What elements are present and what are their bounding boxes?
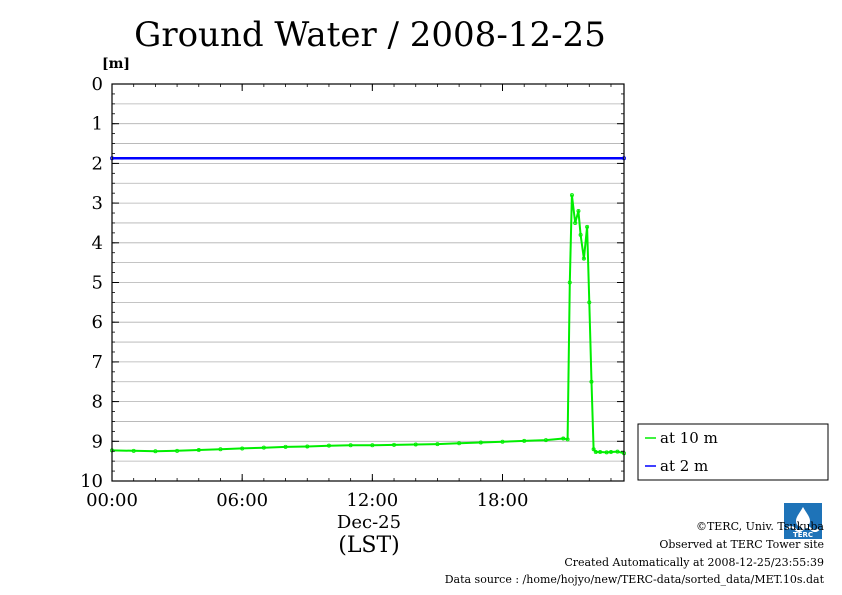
- series-point-10m: [305, 444, 310, 449]
- grid: [112, 103, 624, 462]
- svg-text:TERC: TERC: [793, 531, 813, 539]
- y-tick-label: 3: [92, 193, 103, 214]
- series-point-10m: [565, 437, 570, 442]
- y-tick-label: 4: [92, 233, 103, 254]
- footer-source: Data source : /home/hojyo/new/TERC-data/…: [444, 573, 824, 586]
- series-point-10m: [261, 445, 266, 450]
- series-point-10m: [131, 448, 136, 453]
- y-tick-label: 5: [92, 273, 103, 294]
- x-tick-label: 06:00: [216, 490, 268, 511]
- legend: at 10 m at 2 m: [637, 423, 829, 481]
- series-point-10m: [578, 232, 583, 237]
- y-tick-label: 10: [80, 471, 103, 492]
- x-unit-label: (LST): [338, 533, 400, 558]
- footer-copyright: ©TERC, Univ. Tsukuba: [695, 520, 824, 533]
- series-point-10m: [500, 439, 505, 444]
- series-point-10m: [585, 224, 590, 229]
- series-point-10m: [608, 450, 613, 455]
- series-point-10m: [370, 443, 375, 448]
- series-point-10m: [587, 300, 592, 305]
- series-point-10m: [589, 379, 594, 384]
- series-point-10m: [591, 447, 596, 452]
- y-tick-label: 6: [92, 312, 103, 333]
- y-tick-label: 7: [92, 352, 103, 373]
- x-tick-label: 18:00: [477, 490, 529, 511]
- series-point-10m: [598, 450, 603, 455]
- series-point-10m: [522, 438, 527, 443]
- series-lines: [110, 156, 627, 456]
- series-point-10m: [593, 450, 598, 455]
- x-tick-label: 12:00: [346, 490, 398, 511]
- series-point-10m: [457, 441, 462, 446]
- legend-label-2m: at 2 m: [660, 457, 708, 475]
- series-point-10m: [576, 209, 581, 214]
- series-point-10m: [392, 442, 397, 447]
- series-point-10m: [435, 442, 440, 447]
- series-point-10m: [153, 449, 158, 454]
- series-point-10m: [567, 280, 572, 285]
- terc-logo-icon: TERC: [784, 503, 822, 539]
- legend-box: [637, 423, 829, 481]
- series-point-10m: [569, 193, 574, 198]
- plot-frame: [111, 83, 625, 482]
- series-point-10m: [196, 448, 201, 453]
- series-point-10m: [348, 443, 353, 448]
- series-point-10m: [478, 440, 483, 445]
- series-point-10m: [240, 446, 245, 451]
- series-point-10m: [581, 256, 586, 261]
- y-axis-label: [m]: [102, 56, 130, 72]
- footer-observed: Observed at TERC Tower site: [659, 538, 824, 551]
- series-point-10m: [615, 449, 620, 454]
- series-point-10m: [326, 443, 331, 448]
- y-tick-label: 0: [92, 74, 103, 95]
- footer-created: Created Automatically at 2008-12-25/23:5…: [564, 556, 824, 569]
- series-point-10m: [218, 447, 223, 452]
- series-point-10m: [561, 436, 566, 441]
- series-point-10m: [413, 442, 418, 447]
- series-point-10m: [175, 448, 180, 453]
- y-tick-label: 1: [92, 114, 103, 135]
- series-point-10m: [543, 438, 548, 443]
- y-tick-label: 8: [92, 392, 103, 413]
- x-tick-label: 00:00: [86, 490, 138, 511]
- series-point-10m: [283, 444, 288, 449]
- y-tick-label: 9: [92, 431, 103, 452]
- x-sublabel: Dec-25: [337, 512, 401, 533]
- legend-label-10m: at 10 m: [660, 429, 718, 447]
- chart-title: Ground Water / 2008-12-25: [134, 15, 606, 55]
- series-line-10m: [111, 194, 625, 455]
- series-point-10m: [604, 450, 609, 455]
- y-tick-label: 2: [92, 153, 103, 174]
- series-point-10m: [573, 220, 578, 225]
